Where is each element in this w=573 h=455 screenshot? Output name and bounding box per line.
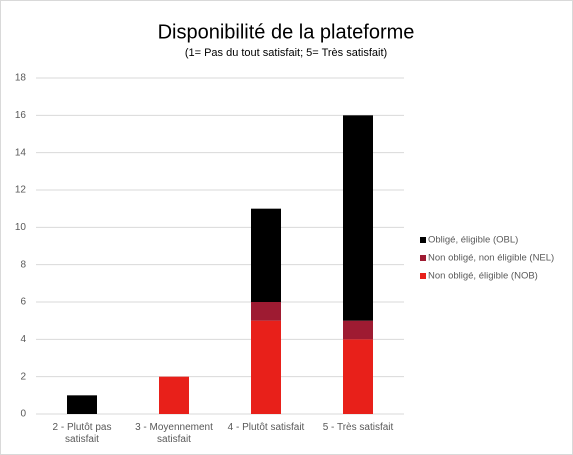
y-tick-label: 2: [20, 371, 26, 382]
y-tick-label: 14: [15, 147, 27, 158]
y-tick-label: 4: [20, 334, 26, 345]
bar-segment: [343, 115, 373, 321]
x-tick-label: 2 - Plutôt pas satisfait: [52, 422, 112, 445]
bar-segment: [251, 320, 281, 414]
y-tick-label: 6: [20, 297, 26, 308]
y-tick-label: 12: [15, 185, 27, 196]
y-tick-label: 18: [15, 73, 27, 84]
legend-label: Non obligé, non éligible (NEL): [428, 253, 554, 264]
bar-segment: [251, 302, 281, 321]
bar-segment: [159, 376, 189, 414]
x-tick-label: 3 - Moyennement satisfait: [135, 422, 213, 445]
bar-segment: [67, 395, 97, 414]
y-tick-label: 0: [20, 409, 26, 420]
legend-swatch: [420, 237, 426, 243]
chart-title: Disponibilité de la plateforme: [158, 21, 415, 43]
legend-label: Obligé, éligible (OBL): [428, 235, 518, 246]
x-tick-label: 5 - Très satisfait: [322, 422, 394, 433]
legend-label: Non obligé, éligible (NOB): [428, 271, 538, 282]
legend-swatch: [420, 255, 426, 261]
y-tick-label: 16: [15, 110, 27, 121]
bar-segment: [251, 208, 281, 302]
legend-swatch: [420, 273, 426, 279]
bar-segment: [343, 320, 373, 340]
y-tick-label: 10: [15, 222, 27, 233]
chart-subtitle: (1= Pas du tout satisfait; 5= Très satis…: [185, 47, 387, 59]
bar-segment: [343, 339, 373, 414]
y-tick-label: 8: [20, 259, 26, 270]
x-tick-label: 4 - Plutôt satisfait: [227, 422, 305, 433]
